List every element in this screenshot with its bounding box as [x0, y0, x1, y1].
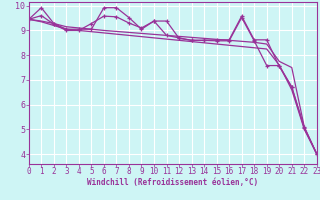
- X-axis label: Windchill (Refroidissement éolien,°C): Windchill (Refroidissement éolien,°C): [87, 178, 258, 187]
